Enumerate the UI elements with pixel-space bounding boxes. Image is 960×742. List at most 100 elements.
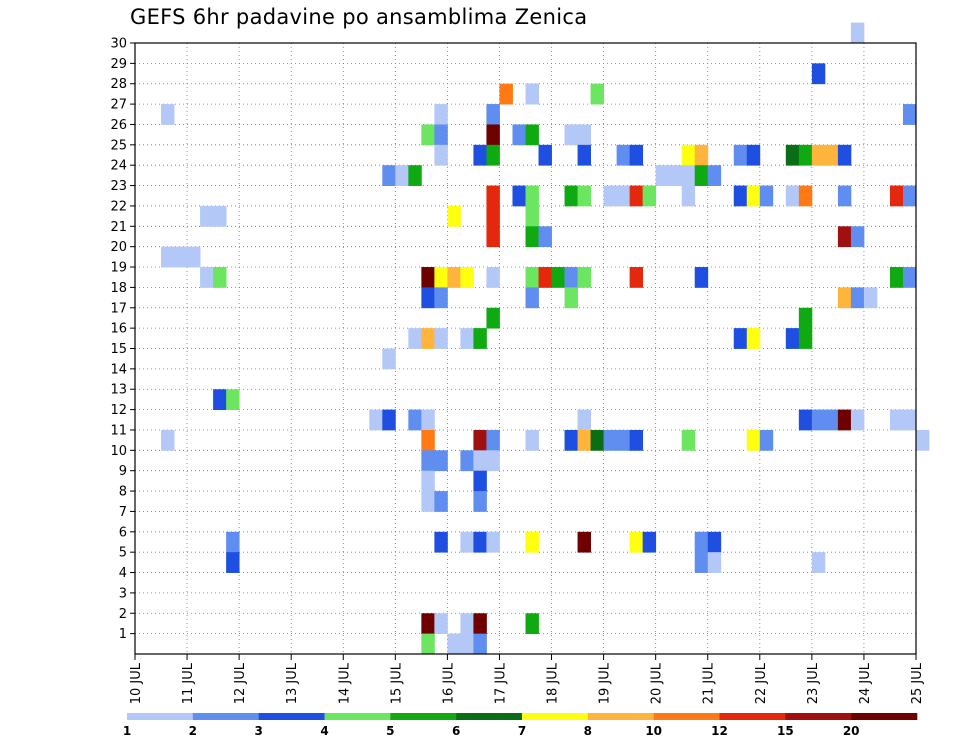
legend-color-swatch	[192, 713, 259, 720]
x-tick-label: 13 JUL	[285, 662, 300, 704]
heatmap-cell	[564, 185, 578, 207]
heatmap-cell	[837, 409, 852, 431]
legend-color-swatch	[719, 713, 786, 720]
y-tick-label: 2	[119, 607, 127, 622]
heatmap-cell	[226, 531, 240, 553]
legend-color-swatch	[456, 713, 523, 720]
heatmap-cell	[577, 267, 591, 288]
heatmap-cell	[590, 429, 604, 451]
heatmap-cell	[486, 307, 500, 329]
heatmap-cell	[382, 348, 396, 370]
heatmap-cell	[421, 267, 435, 288]
heatmap-cell	[811, 552, 826, 573]
heatmap-cell	[486, 185, 500, 207]
heatmap-cell	[486, 429, 500, 451]
heatmap-cell	[655, 165, 670, 186]
legend-color-swatch	[653, 713, 720, 720]
heatmap-cell	[798, 185, 813, 207]
legend-color-swatch	[324, 713, 391, 720]
heatmap-cell	[434, 287, 448, 309]
heatmap-cell	[434, 267, 448, 288]
heatmap-cell	[902, 409, 917, 431]
heatmap-cell	[161, 104, 175, 125]
heatmap-cell	[473, 491, 487, 512]
heatmap-cell	[824, 409, 839, 431]
heatmap-cell	[694, 165, 709, 186]
heatmap-cell	[837, 287, 852, 309]
heatmap-cell	[525, 267, 539, 288]
heatmap-cell	[837, 185, 852, 207]
heatmap-cell	[577, 409, 591, 431]
heatmap-cell	[486, 450, 500, 472]
legend-label: 7	[518, 724, 526, 738]
heatmap-cell	[421, 409, 435, 431]
heatmap-cell	[902, 185, 917, 207]
legend-color-swatch	[851, 713, 918, 720]
heatmap-cell	[421, 450, 435, 472]
heatmap-cell	[746, 328, 761, 349]
heatmap-cell	[538, 267, 552, 288]
heatmap-cell	[213, 267, 227, 288]
heatmap-cell	[681, 429, 696, 451]
heatmap-cell	[798, 328, 813, 349]
y-tick-label: 7	[119, 505, 127, 520]
y-tick-label: 16	[110, 322, 127, 337]
heatmap-cell	[564, 429, 578, 451]
heatmap-cell	[486, 124, 500, 146]
legend-label: 3	[254, 724, 262, 738]
heatmap-cell	[785, 185, 800, 207]
heatmap-cell	[434, 144, 448, 166]
heatmap-cell	[447, 205, 461, 227]
heatmap-cell	[798, 144, 813, 166]
heatmap-cell	[811, 409, 826, 431]
heatmap-cell	[538, 226, 552, 248]
heatmap-cell	[850, 226, 865, 248]
heatmap-cell	[512, 124, 526, 146]
y-tick-label: 26	[110, 118, 127, 133]
heatmap-cell	[525, 613, 539, 635]
heatmap-cell	[577, 531, 591, 553]
heatmap-cell	[473, 328, 487, 349]
x-tick-label: 25 JUL	[910, 662, 925, 704]
heatmap-cell	[564, 287, 578, 309]
x-tick-label: 15 JUL	[389, 662, 404, 704]
heatmap-cell	[603, 429, 618, 451]
heatmap-cell	[525, 205, 539, 227]
heatmap-cell	[486, 226, 500, 248]
heatmap-cell	[473, 450, 487, 472]
heatmap-cell	[889, 267, 904, 288]
y-tick-label: 8	[119, 485, 127, 500]
heatmap-cell	[161, 246, 175, 268]
heatmap-cell	[889, 409, 904, 431]
heatmap-cell	[577, 124, 591, 146]
y-tick-label: 15	[110, 342, 127, 357]
heatmap-cell	[460, 531, 474, 553]
y-tick-label: 14	[110, 362, 127, 377]
heatmap-cell	[694, 531, 709, 553]
y-tick-label: 29	[110, 57, 127, 72]
heatmap-cell	[694, 552, 709, 573]
heatmap-cell	[473, 470, 487, 492]
y-tick-label: 27	[110, 98, 127, 113]
legend-color-swatch	[390, 713, 457, 720]
heatmap-cell	[460, 613, 474, 635]
legend-color-swatch	[258, 713, 325, 720]
heatmap-cell	[226, 389, 240, 410]
heatmap-cell	[525, 287, 539, 309]
chart-title: GEFS 6hr padavine po ansamblima Zenica	[130, 5, 588, 29]
y-tick-label: 13	[110, 383, 127, 398]
heatmap-cell	[408, 165, 422, 186]
heatmap-cell	[629, 185, 644, 207]
heatmap-cell	[447, 267, 461, 288]
heatmap-cell	[746, 429, 761, 451]
heatmap-cell	[525, 531, 539, 553]
y-tick-label: 4	[119, 566, 127, 581]
y-tick-label: 12	[110, 403, 127, 418]
heatmap-cell	[694, 267, 709, 288]
legend-label: 15	[777, 724, 794, 738]
legend-label: 5	[386, 724, 394, 738]
heatmap-cell	[681, 144, 696, 166]
heatmap-cell	[434, 124, 448, 146]
legend-label: 6	[452, 724, 460, 738]
